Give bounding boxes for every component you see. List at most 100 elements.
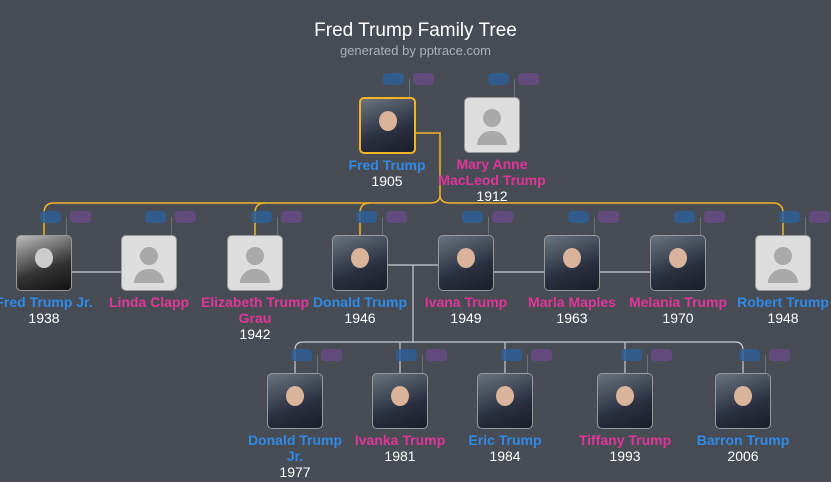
avatar-placeholder-icon[interactable] <box>227 235 283 291</box>
person-node[interactable]: Fred Trump Jr. 1938 <box>0 235 99 327</box>
person-node[interactable]: Mary Anne MacLeod Trump 1912 <box>437 97 547 205</box>
person-name[interactable]: Barron Trump <box>696 432 790 448</box>
person-photo[interactable] <box>16 235 72 291</box>
person-name[interactable]: Elizabeth Trump Grau <box>200 294 310 326</box>
avatar-placeholder-icon[interactable] <box>464 97 520 153</box>
expand-parents-tab[interactable] <box>488 73 509 85</box>
person-node[interactable]: Barron Trump 2006 <box>688 373 798 465</box>
person-name[interactable]: Tiffany Trump <box>578 432 672 448</box>
tab-connector <box>527 355 528 373</box>
expand-parents-tab[interactable] <box>40 211 61 223</box>
page-title: Fred Trump Family Tree <box>314 20 517 41</box>
person-node[interactable]: Linda Clapp <box>94 235 204 310</box>
person-name[interactable]: Donald Trump <box>312 294 408 310</box>
page-subtitle: generated by pptrace.com <box>339 43 492 58</box>
expand-relations-tab[interactable] <box>386 211 407 223</box>
expand-parents-tab[interactable] <box>291 349 312 361</box>
person-birth-year: 1942 <box>239 326 271 342</box>
person-name[interactable]: Marla Maples <box>528 294 616 310</box>
expand-parents-tab[interactable] <box>251 211 272 223</box>
tab-connector <box>409 79 410 97</box>
person-name[interactable]: Donald Trump Jr. <box>247 432 343 464</box>
person-birth-year: 1993 <box>609 448 641 464</box>
tab-connector <box>700 217 701 235</box>
person-photo[interactable] <box>438 235 494 291</box>
expand-parents-tab[interactable] <box>568 211 589 223</box>
person-name[interactable]: Mary Anne MacLeod Trump <box>438 156 546 188</box>
person-name[interactable]: Robert Trump <box>737 294 829 310</box>
expand-parents-tab[interactable] <box>674 211 695 223</box>
person-photo[interactable] <box>544 235 600 291</box>
expand-parents-tab[interactable] <box>383 73 404 85</box>
person-node[interactable]: Marla Maples 1963 <box>517 235 627 327</box>
tab-connector <box>647 355 648 373</box>
person-node[interactable]: Melania Trump 1970 <box>623 235 733 327</box>
expand-relations-tab[interactable] <box>769 349 790 361</box>
person-node[interactable]: Robert Trump 1948 <box>728 235 831 327</box>
person-birth-year: 1970 <box>662 310 694 326</box>
tab-connector <box>66 217 67 235</box>
person-node[interactable]: Tiffany Trump 1993 <box>570 373 680 465</box>
person-photo[interactable] <box>477 373 533 429</box>
expand-relations-tab[interactable] <box>809 211 830 223</box>
person-name[interactable]: Fred Trump <box>348 157 426 173</box>
person-birth-year: 1984 <box>489 448 521 464</box>
person-birth-year: 1948 <box>767 310 799 326</box>
expand-relations-tab[interactable] <box>70 211 91 223</box>
person-node[interactable]: Fred Trump 1905 <box>332 97 442 190</box>
tab-connector <box>382 217 383 235</box>
expand-relations-tab[interactable] <box>175 211 196 223</box>
expand-relations-tab[interactable] <box>651 349 672 361</box>
person-node[interactable]: Donald Trump Jr. 1977 <box>240 373 350 481</box>
expand-relations-tab[interactable] <box>598 211 619 223</box>
person-birth-year: 1946 <box>344 310 376 326</box>
person-name[interactable]: Fred Trump Jr. <box>0 294 93 310</box>
person-node[interactable]: Elizabeth Trump Grau 1942 <box>200 235 310 343</box>
person-photo[interactable] <box>358 97 416 154</box>
expand-relations-tab[interactable] <box>492 211 513 223</box>
expand-parents-tab[interactable] <box>621 349 642 361</box>
person-node[interactable]: Donald Trump 1946 <box>305 235 415 327</box>
expand-parents-tab[interactable] <box>396 349 417 361</box>
avatar-placeholder-icon[interactable] <box>121 235 177 291</box>
person-photo[interactable] <box>372 373 428 429</box>
tab-connector <box>594 217 595 235</box>
tab-connector <box>277 217 278 235</box>
person-name[interactable]: Linda Clapp <box>108 294 190 310</box>
person-birth-year: 1938 <box>28 310 60 326</box>
person-birth-year: 1905 <box>371 173 403 189</box>
person-birth-year: 1963 <box>556 310 588 326</box>
expand-relations-tab[interactable] <box>281 211 302 223</box>
avatar-placeholder-icon[interactable] <box>755 235 811 291</box>
person-node[interactable]: Ivana Trump 1949 <box>411 235 521 327</box>
expand-relations-tab[interactable] <box>531 349 552 361</box>
person-name[interactable]: Melania Trump <box>628 294 728 310</box>
expand-parents-tab[interactable] <box>501 349 522 361</box>
expand-relations-tab[interactable] <box>704 211 725 223</box>
expand-parents-tab[interactable] <box>462 211 483 223</box>
person-photo[interactable] <box>650 235 706 291</box>
tab-connector <box>171 217 172 235</box>
person-name[interactable]: Ivanka Trump <box>354 432 446 448</box>
person-name[interactable]: Ivana Trump <box>424 294 508 310</box>
person-birth-year: 1949 <box>450 310 482 326</box>
expand-parents-tab[interactable] <box>779 211 800 223</box>
person-node[interactable]: Ivanka Trump 1981 <box>345 373 455 465</box>
person-photo[interactable] <box>267 373 323 429</box>
person-name[interactable]: Eric Trump <box>468 432 542 448</box>
expand-parents-tab[interactable] <box>356 211 377 223</box>
person-photo[interactable] <box>332 235 388 291</box>
tab-connector <box>765 355 766 373</box>
tab-connector <box>488 217 489 235</box>
expand-parents-tab[interactable] <box>739 349 760 361</box>
person-birth-year: 2006 <box>727 448 759 464</box>
expand-parents-tab[interactable] <box>145 211 166 223</box>
expand-relations-tab[interactable] <box>321 349 342 361</box>
person-birth-year: 1981 <box>384 448 416 464</box>
person-node[interactable]: Eric Trump 1984 <box>450 373 560 465</box>
expand-relations-tab[interactable] <box>426 349 447 361</box>
person-photo[interactable] <box>597 373 653 429</box>
expand-relations-tab[interactable] <box>518 73 539 85</box>
person-photo[interactable] <box>715 373 771 429</box>
expand-relations-tab[interactable] <box>413 73 434 85</box>
